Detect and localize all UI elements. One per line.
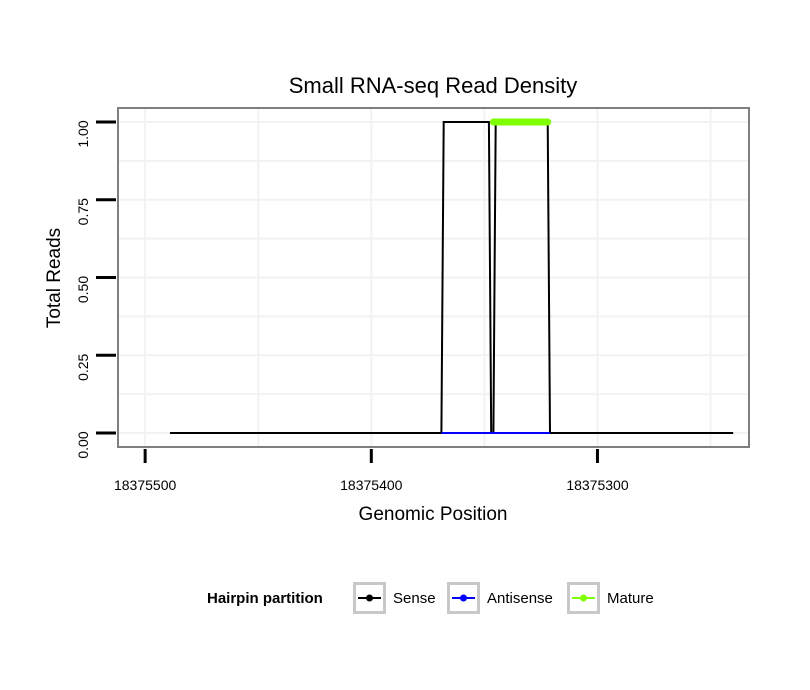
chart-title: Small RNA-seq Read Density: [289, 73, 578, 98]
legend-label: Mature: [607, 590, 654, 607]
y-axis-label: Total Reads: [44, 228, 65, 328]
series-layer: [170, 118, 734, 434]
y-tick-label: 0.25: [75, 353, 91, 380]
legend-label: Sense: [393, 590, 436, 607]
legend-title: Hairpin partition: [207, 590, 323, 607]
y-tick-label: 0.75: [75, 198, 91, 225]
legend-key-point: [580, 594, 587, 602]
legend-label: Antisense: [487, 590, 553, 607]
y-tick-label: 1.00: [75, 120, 91, 147]
panel-border: [117, 107, 750, 448]
legend-entry-mature: Mature: [567, 582, 654, 614]
plot-panel: [117, 107, 750, 448]
x-tick-label: 18375400: [340, 477, 403, 493]
x-tick-label: 18375300: [566, 477, 629, 493]
x-axis: 18375500 18375400 18375300: [114, 449, 629, 493]
legend-key-point: [366, 594, 373, 602]
legend-key-point: [460, 594, 467, 602]
legend: Hairpin partition Sense Antisense Mature: [207, 582, 654, 614]
gridlines: [118, 108, 749, 447]
legend-entry-sense: Sense: [353, 582, 436, 614]
y-tick-label: 0.50: [75, 276, 91, 303]
y-tick-label: 0.00: [75, 431, 91, 458]
y-axis: 0.00 0.25 0.50 0.75 1.00: [75, 120, 116, 459]
legend-entry-antisense: Antisense: [447, 582, 553, 614]
x-tick-label: 18375500: [114, 477, 177, 493]
x-axis-label: Genomic Position: [359, 504, 508, 525]
